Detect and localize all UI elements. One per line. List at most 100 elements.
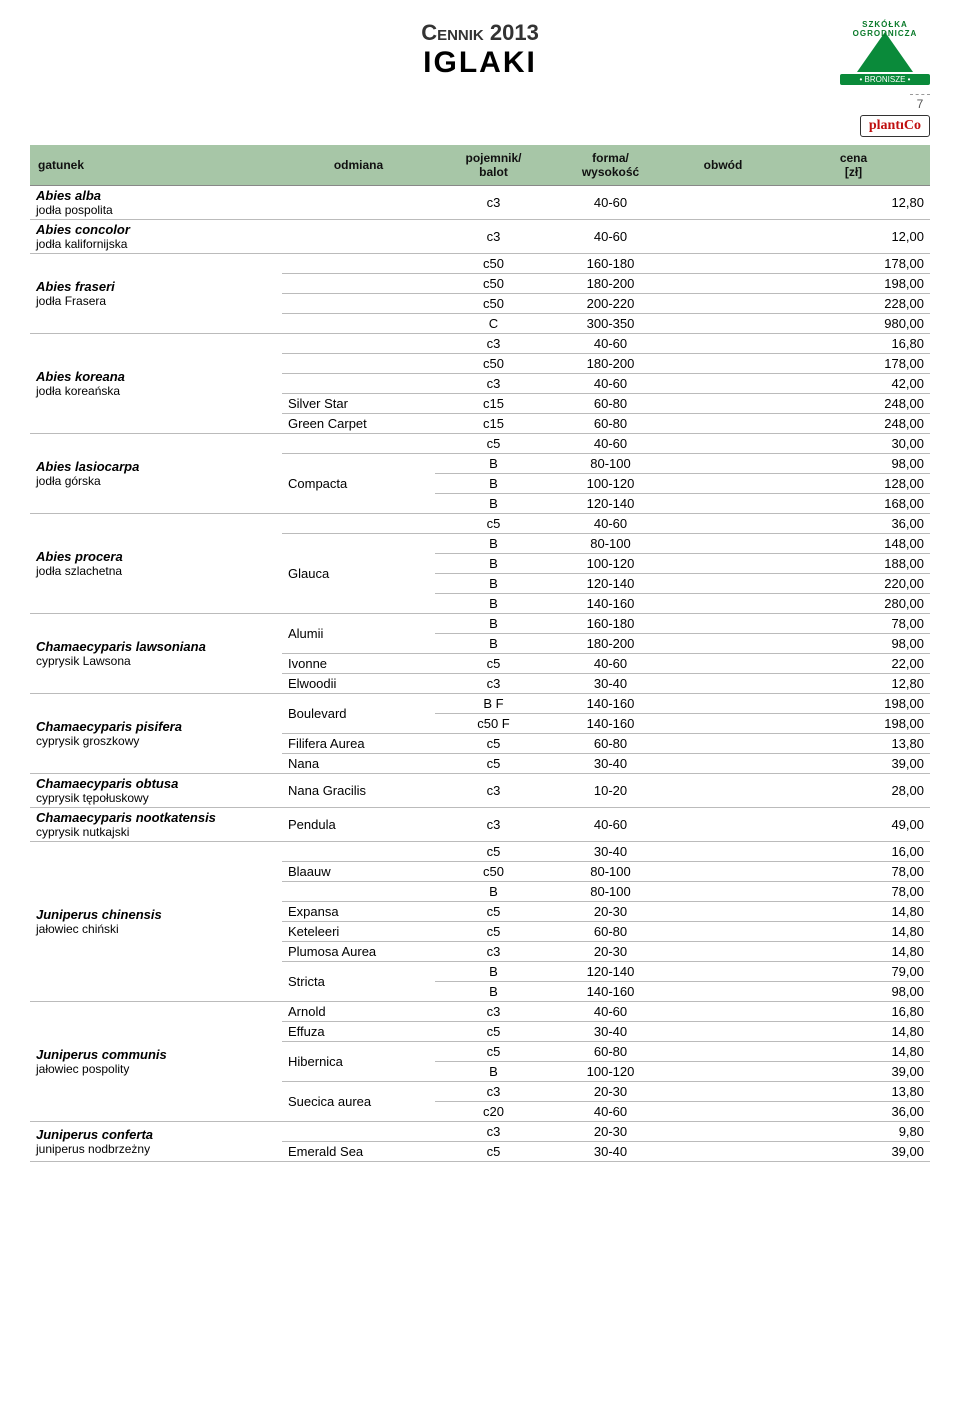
form-cell: 80-100 [552, 454, 669, 474]
price-cell: 178,00 [777, 254, 930, 274]
variety-cell: Pendula [282, 808, 435, 842]
title-year: Cennik 2013 [190, 20, 770, 46]
container-cell: B [435, 594, 552, 614]
container-cell: c20 [435, 1102, 552, 1122]
price-cell: 188,00 [777, 554, 930, 574]
plantico-logo: plantıCo [860, 115, 930, 137]
circumference-cell [669, 922, 777, 942]
form-cell: 140-160 [552, 982, 669, 1002]
form-cell: 80-100 [552, 534, 669, 554]
circumference-cell [669, 294, 777, 314]
form-cell: 40-60 [552, 186, 669, 220]
circumference-cell [669, 274, 777, 294]
form-cell: 40-60 [552, 334, 669, 354]
table-row: Juniperus communisjałowiec pospolityArno… [30, 1002, 930, 1022]
circumference-cell [669, 434, 777, 454]
th-circ: obwód [669, 145, 777, 186]
price-cell: 198,00 [777, 714, 930, 734]
species-cell: Abies koreanajodła koreańska [30, 334, 282, 434]
species-common: jodła Frasera [36, 294, 276, 308]
variety-cell: Boulevard [282, 694, 435, 734]
variety-cell: Ivonne [282, 654, 435, 674]
species-scientific: Abies lasiocarpa [36, 459, 276, 474]
price-cell: 220,00 [777, 574, 930, 594]
table-row: Chamaecyparis nootkatensiscyprysik nutka… [30, 808, 930, 842]
circumference-cell [669, 574, 777, 594]
form-cell: 120-140 [552, 574, 669, 594]
variety-cell [282, 254, 435, 274]
variety-cell: Compacta [282, 454, 435, 514]
circumference-cell [669, 1002, 777, 1022]
variety-cell [282, 354, 435, 374]
variety-cell: Stricta [282, 962, 435, 1002]
price-cell: 16,00 [777, 842, 930, 862]
variety-cell [282, 842, 435, 862]
price-cell: 78,00 [777, 614, 930, 634]
variety-cell: Blaauw [282, 862, 435, 882]
container-cell: c5 [435, 1022, 552, 1042]
table-row: Abies procerajodła szlachetnac540-6036,0… [30, 514, 930, 534]
price-cell: 198,00 [777, 694, 930, 714]
container-cell: B [435, 1062, 552, 1082]
species-common: jodła kalifornijska [36, 237, 276, 251]
price-cell: 39,00 [777, 1062, 930, 1082]
container-cell: c15 [435, 414, 552, 434]
variety-cell: Alumii [282, 614, 435, 654]
form-cell: 60-80 [552, 922, 669, 942]
container-cell: c5 [435, 654, 552, 674]
circumference-cell [669, 808, 777, 842]
form-cell: 30-40 [552, 754, 669, 774]
container-cell: c50 [435, 862, 552, 882]
form-cell: 20-30 [552, 1082, 669, 1102]
container-cell: c5 [435, 734, 552, 754]
circumference-cell [669, 394, 777, 414]
circumference-cell [669, 902, 777, 922]
circumference-cell [669, 414, 777, 434]
price-cell: 14,80 [777, 902, 930, 922]
price-cell: 79,00 [777, 962, 930, 982]
th-species: gatunek [30, 145, 282, 186]
form-cell: 40-60 [552, 1002, 669, 1022]
th-form: forma/ wysokość [552, 145, 669, 186]
container-cell: B [435, 982, 552, 1002]
circumference-cell [669, 754, 777, 774]
variety-cell [282, 186, 435, 220]
container-cell: B [435, 554, 552, 574]
form-cell: 40-60 [552, 1102, 669, 1122]
container-cell: c50 [435, 274, 552, 294]
form-cell: 200-220 [552, 294, 669, 314]
form-cell: 40-60 [552, 434, 669, 454]
variety-cell [282, 374, 435, 394]
container-cell: c5 [435, 1042, 552, 1062]
table-row: Abies fraserijodła Fraserac50160-180178,… [30, 254, 930, 274]
circumference-cell [669, 774, 777, 808]
species-cell: Juniperus confertajuniperus nodbrzeżny [30, 1122, 282, 1162]
table-row: Abies concolorjodła kalifornijskac340-60… [30, 220, 930, 254]
table-row: Abies lasiocarpajodła górskac540-6030,00 [30, 434, 930, 454]
species-common: jodła koreańska [36, 384, 276, 398]
variety-cell [282, 334, 435, 354]
form-cell: 60-80 [552, 1042, 669, 1062]
variety-cell [282, 274, 435, 294]
form-cell: 120-140 [552, 494, 669, 514]
species-scientific: Chamaecyparis lawsoniana [36, 639, 276, 654]
circumference-cell [669, 514, 777, 534]
logo-triangle-icon [857, 32, 913, 72]
circumference-cell [669, 962, 777, 982]
variety-cell: Elwoodii [282, 674, 435, 694]
circumference-cell [669, 1062, 777, 1082]
circumference-cell [669, 1122, 777, 1142]
price-cell: 28,00 [777, 774, 930, 808]
table-row: Juniperus chinensisjałowiec chińskic530-… [30, 842, 930, 862]
species-common: cyprysik tępołuskowy [36, 791, 276, 805]
circumference-cell [669, 354, 777, 374]
container-cell: B [435, 634, 552, 654]
form-cell: 100-120 [552, 1062, 669, 1082]
species-scientific: Abies procera [36, 549, 276, 564]
species-common: jodła górska [36, 474, 276, 488]
circumference-cell [669, 220, 777, 254]
container-cell: B [435, 614, 552, 634]
container-cell: c5 [435, 514, 552, 534]
page-number: 7 [910, 94, 930, 111]
container-cell: c3 [435, 808, 552, 842]
